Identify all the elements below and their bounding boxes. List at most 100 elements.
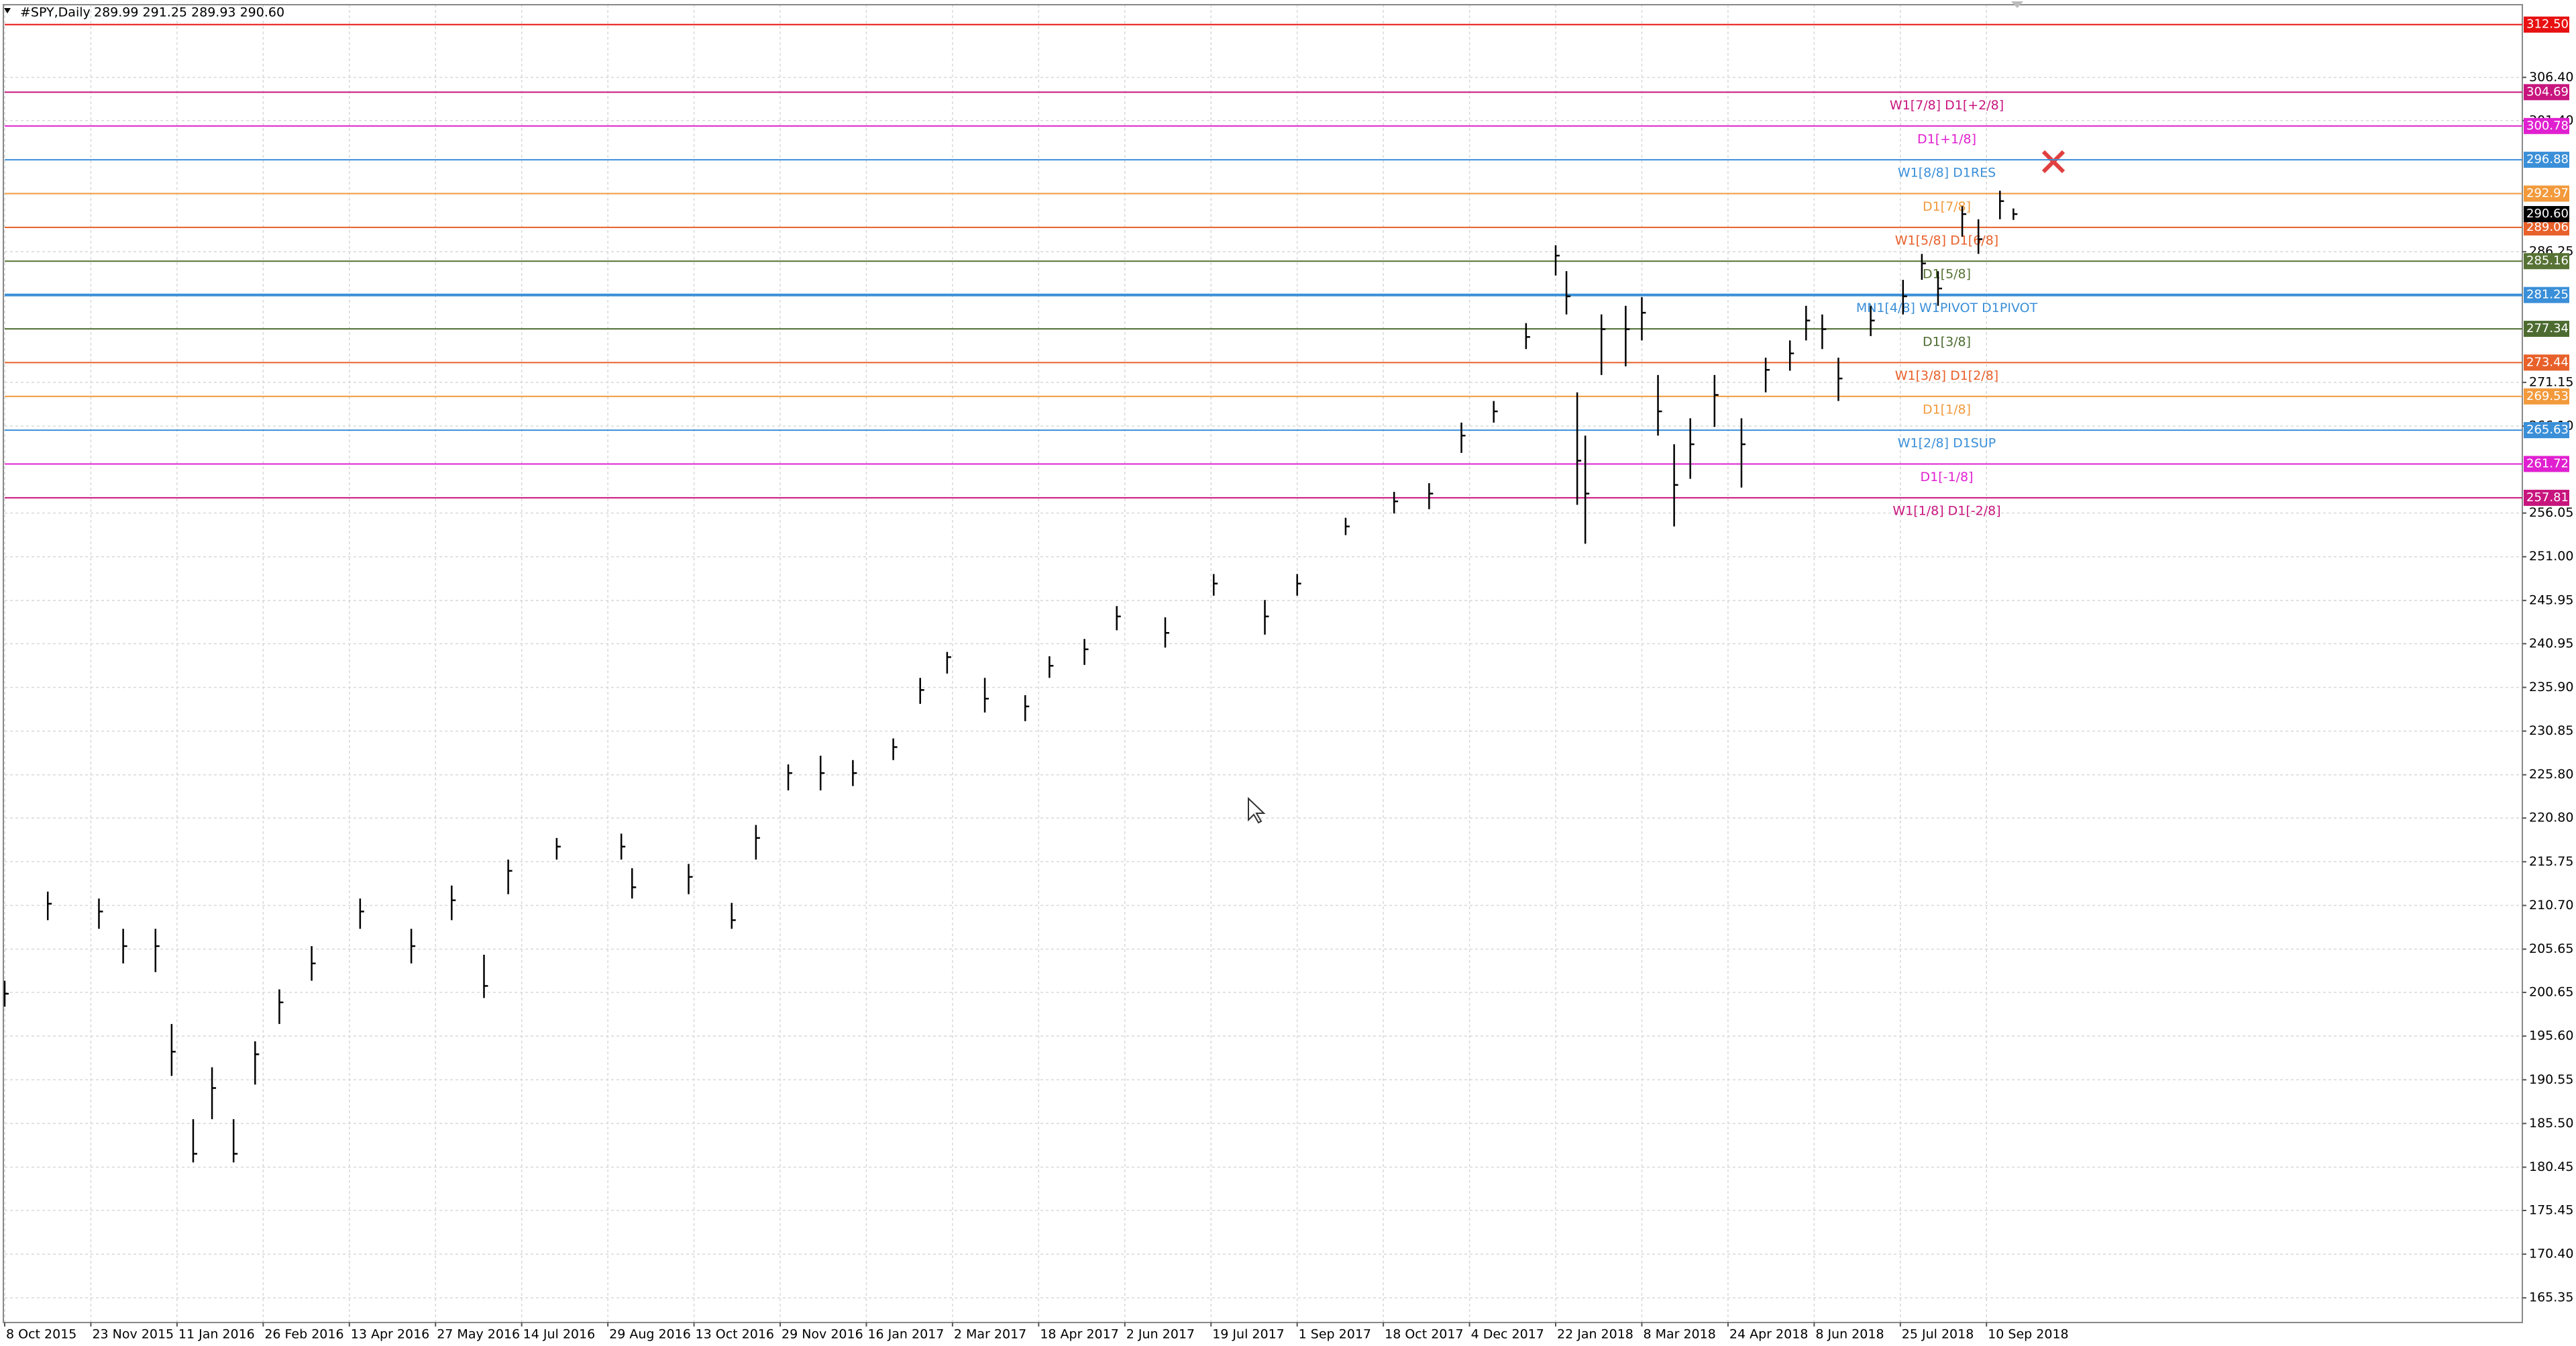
y-tick-label: 245.95 (2529, 592, 2573, 607)
price-bar (1460, 422, 1466, 453)
price-bar (1083, 639, 1089, 665)
y-tick-label: 240.95 (2529, 636, 2573, 651)
price-bar (170, 1024, 176, 1076)
price-bar (1764, 358, 1770, 393)
price-tag-label: 289.06 (2526, 220, 2569, 234)
price-bar (946, 652, 951, 674)
close-icon[interactable] (2041, 150, 2065, 174)
x-tick-label: 27 May 2016 (437, 1327, 520, 1342)
y-tick-label: 225.80 (2529, 767, 2573, 782)
price-tag-label: 312.50 (2526, 17, 2569, 32)
price-bar (46, 891, 52, 921)
price-tag-label: 277.34 (2526, 321, 2569, 335)
price-bar (278, 989, 284, 1025)
price-tag (2524, 321, 2569, 338)
level-label: D1[-1/8] (1921, 470, 1974, 484)
header-prices: 289.99 291.25 289.93 290.60 (94, 5, 284, 20)
price-tag-label: 261.72 (2526, 456, 2569, 470)
price-tag (2524, 152, 2569, 168)
x-tick-label: 13 Oct 2016 (696, 1327, 774, 1342)
price-tag (2524, 185, 2569, 202)
price-tag (2524, 84, 2569, 101)
price-tag-label: 296.88 (2526, 152, 2569, 166)
y-tick-label: 215.75 (2529, 854, 2573, 869)
chart-title: #SPY,Daily (20, 5, 91, 20)
price-bar (1600, 314, 1606, 375)
x-tick-label: 10 Sep 2018 (1988, 1327, 2068, 1342)
y-tick-label: 220.80 (2529, 811, 2573, 825)
y-tick-label: 271.15 (2529, 374, 2573, 389)
price-tag (2524, 287, 2569, 303)
shift-marker (2011, 1, 2023, 8)
price-tag-label: 269.53 (2526, 389, 2569, 403)
x-tick-label: 22 Jan 2018 (1557, 1327, 1633, 1342)
price-bar (1554, 245, 1560, 276)
price-tag-label: 292.97 (2526, 187, 2569, 201)
x-tick-label: 25 Jul 2018 (1902, 1327, 1974, 1342)
price-tag-label: 304.69 (2526, 85, 2569, 99)
price-tag (2524, 354, 2569, 371)
level-label: W1[5/8] D1[6/8] (1895, 233, 1998, 248)
current-price-tag (2524, 206, 2569, 223)
price-bar (211, 1067, 217, 1119)
price-bar (1821, 314, 1827, 350)
price-bar (122, 929, 127, 964)
price-bar (1870, 305, 1875, 336)
price-bar (2012, 208, 2018, 220)
price-bar (1493, 401, 1498, 423)
price-bar (1565, 271, 1571, 315)
price-bar (410, 929, 416, 964)
price-bar (1999, 191, 2004, 219)
x-tick-label: 29 Nov 2016 (782, 1327, 863, 1342)
price-bar (154, 929, 160, 972)
x-tick-label: 14 Jul 2016 (523, 1327, 596, 1342)
plot-frame (3, 4, 2523, 1323)
price-bar (3, 980, 9, 1007)
x-tick-label: 19 Jul 2017 (1212, 1327, 1285, 1342)
price-bar (1689, 418, 1695, 479)
price-tag (2524, 253, 2569, 270)
level-label: W1[7/8] D1[+2/8] (1890, 98, 2004, 113)
price-bar (1641, 297, 1646, 341)
price-tag (2524, 16, 2569, 33)
price-bar (1584, 435, 1590, 544)
price-bar (1116, 606, 1121, 631)
close-icon-stroke[interactable] (2041, 150, 2065, 174)
price-tag-label: 257.81 (2526, 490, 2569, 505)
price-bar (507, 860, 513, 894)
y-tick-label: 200.65 (2529, 985, 2573, 1000)
price-bar (1902, 280, 1907, 315)
price-bar (1657, 374, 1662, 436)
level-label: D1[7/8] (1923, 199, 1971, 214)
level-label: D1[5/8] (1923, 267, 1971, 282)
x-tick-label: 2 Mar 2017 (954, 1327, 1026, 1342)
y-tick-label: 256.05 (2529, 505, 2573, 520)
price-bar (688, 864, 693, 894)
price-bar (232, 1119, 238, 1163)
price-bar (919, 678, 924, 704)
price-bar (755, 825, 760, 860)
price-bar (1049, 656, 1054, 678)
y-tick-label: 180.45 (2529, 1159, 2573, 1174)
price-tag-label: 281.25 (2526, 288, 2569, 302)
y-tick-label: 185.50 (2529, 1116, 2573, 1131)
x-tick-label: 26 Feb 2016 (264, 1327, 343, 1342)
y-tick-label: 306.40 (2529, 70, 2573, 85)
level-label: W1[8/8] D1RES (1898, 166, 1996, 180)
price-bar (555, 837, 561, 860)
price-bar (192, 1119, 197, 1163)
price-bar (892, 738, 898, 760)
price-tag-label: 300.78 (2526, 119, 2569, 133)
price-bar (1937, 271, 1942, 306)
menu-arrow[interactable] (4, 8, 11, 13)
level-label: MN1[4/8] W1PIVOT D1PIVOT (1856, 301, 2038, 315)
y-tick-label: 190.55 (2529, 1072, 2573, 1087)
price-bar (1713, 374, 1719, 427)
price-bar (1673, 444, 1678, 527)
y-tick-label: 230.85 (2529, 723, 2573, 738)
level-label: D1[+1/8] (1917, 132, 1976, 146)
price-bar (1625, 305, 1630, 367)
